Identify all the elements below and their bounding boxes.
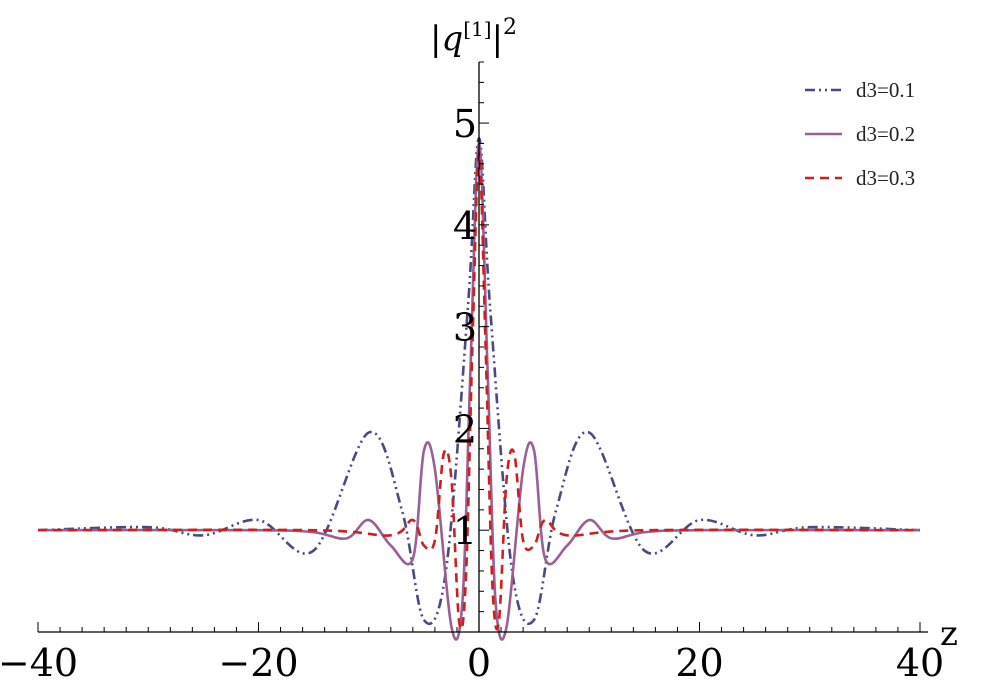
legend-label: d3=0.2 (856, 122, 915, 146)
y-tick-label: 5 (453, 102, 477, 146)
tick-labels: −40 −20 0 20 40 1 2 3 4 5 (0, 102, 944, 685)
legend: d3=0.1 d3=0.2 d3=0.3 (805, 78, 915, 190)
x-tick-label: 0 (467, 641, 491, 685)
y-tick-label: 1 (453, 509, 477, 553)
y-tick-label: 2 (453, 407, 477, 451)
y-tick-label: 3 (453, 306, 477, 350)
y-axis-title: |q[1]|2 (430, 15, 517, 59)
x-tick-label: 40 (896, 641, 944, 685)
x-tick-label: −40 (0, 641, 78, 685)
legend-label: d3=0.3 (856, 166, 915, 190)
ticks (37, 61, 921, 633)
legend-label: d3=0.1 (856, 78, 915, 102)
x-tick-label: 20 (675, 641, 723, 685)
x-axis-title: z (940, 614, 958, 654)
y-tick-label: 4 (453, 204, 477, 248)
x-tick-label: −20 (218, 641, 298, 685)
